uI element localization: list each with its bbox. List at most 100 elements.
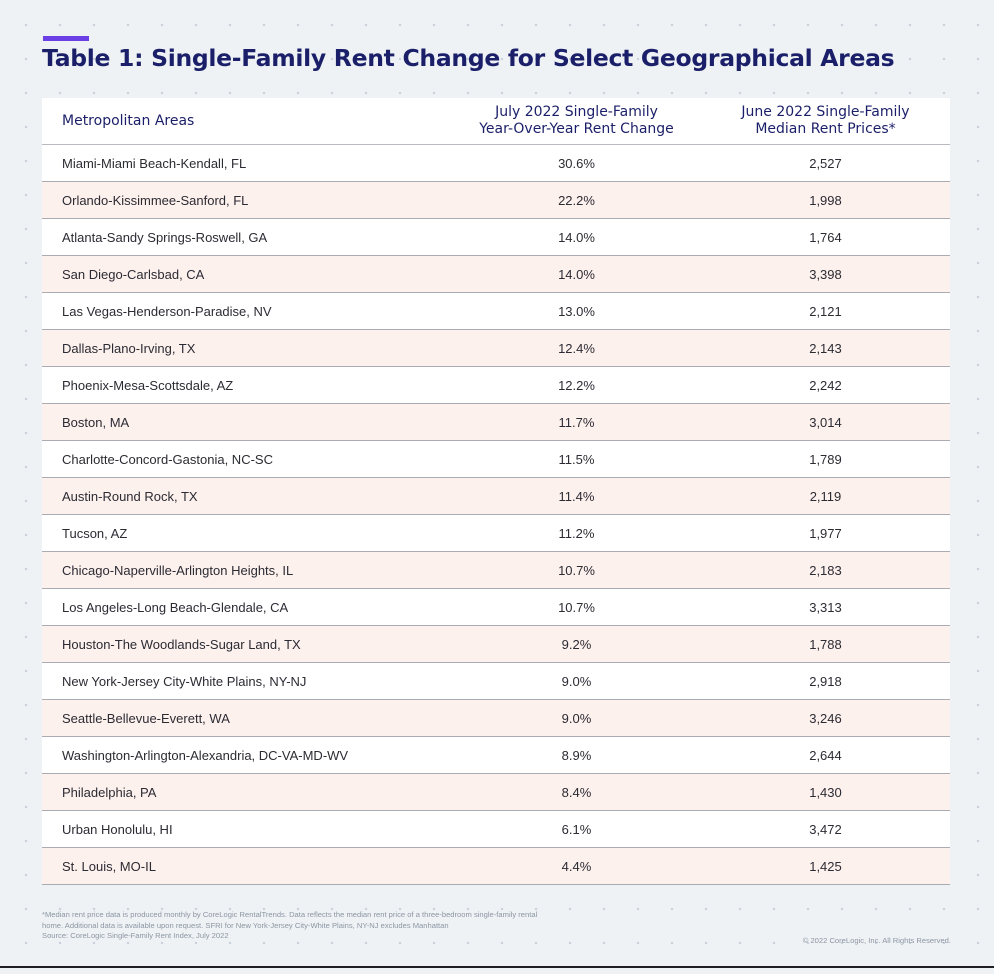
- cell-rent-change: 14.0%: [452, 255, 701, 293]
- bottom-rule: [0, 966, 994, 968]
- table-row: St. Louis, MO-IL 4.4% 1,425: [42, 847, 950, 885]
- cell-rent-change: 10.7%: [452, 551, 701, 589]
- cell-median-rent: 1,977: [701, 514, 950, 552]
- cell-area: Dallas-Plano-Irving, TX: [42, 329, 452, 367]
- cell-area: Phoenix-Mesa-Scottsdale, AZ: [42, 366, 452, 404]
- page-title: Table 1: Single-Family Rent Change for S…: [42, 44, 895, 72]
- cell-rent-change: 12.4%: [452, 329, 701, 367]
- table-row: New York-Jersey City-White Plains, NY-NJ…: [42, 662, 950, 700]
- column-header-area: Metropolitan Areas: [42, 98, 452, 145]
- table-row: Los Angeles-Long Beach-Glendale, CA 10.7%…: [42, 588, 950, 626]
- cell-rent-change: 11.5%: [452, 440, 701, 478]
- cell-area: Charlotte-Concord-Gastonia, NC-SC: [42, 440, 452, 478]
- cell-median-rent: 1,789: [701, 440, 950, 478]
- cell-area: San Diego-Carlsbad, CA: [42, 255, 452, 293]
- column-header-line: June 2022 Single-Family: [741, 104, 910, 120]
- cell-median-rent: 2,918: [701, 662, 950, 700]
- table-row: Washington-Arlington-Alexandria, DC-VA-M…: [42, 736, 950, 774]
- footnote-line: *Median rent price data is produced mont…: [42, 910, 538, 919]
- table-row: Austin-Round Rock, TX 11.4% 2,119: [42, 477, 950, 515]
- column-header-rent-change: July 2022 Single-Family Year-Over-Year Re…: [452, 98, 701, 145]
- cell-area: Austin-Round Rock, TX: [42, 477, 452, 515]
- cell-median-rent: 1,788: [701, 625, 950, 663]
- table-header-row: Metropolitan Areas July 2022 Single-Fami…: [42, 98, 950, 145]
- footnote-line: home. Additional data is available upon …: [42, 920, 449, 930]
- cell-area: Orlando-Kissimmee-Sanford, FL: [42, 181, 452, 219]
- table-row: Seattle-Bellevue-Everett, WA 9.0% 3,246: [42, 699, 950, 737]
- title-accent-bar: [43, 36, 89, 41]
- cell-rent-change: 22.2%: [452, 181, 701, 219]
- cell-median-rent: 2,644: [701, 736, 950, 774]
- cell-area: Houston-The Woodlands-Sugar Land, TX: [42, 625, 452, 663]
- cell-median-rent: 2,527: [701, 144, 950, 182]
- copyright: © 2022 CoreLogic, Inc. All Rights Reserv…: [802, 936, 951, 945]
- rent-table: Metropolitan Areas July 2022 Single-Fami…: [42, 98, 950, 885]
- cell-area: Atlanta-Sandy Springs-Roswell, GA: [42, 218, 452, 256]
- cell-rent-change: 11.7%: [452, 403, 701, 441]
- table-row: Miami-Miami Beach-Kendall, FL 30.6% 2,527: [42, 144, 950, 182]
- cell-rent-change: 6.1%: [452, 810, 701, 848]
- source-line: Source: CoreLogic Single-Family Rent Ind…: [42, 931, 229, 940]
- table-row: Dallas-Plano-Irving, TX 12.4% 2,143: [42, 329, 950, 367]
- table-row: Tucson, AZ 11.2% 1,977: [42, 514, 950, 552]
- cell-area: New York-Jersey City-White Plains, NY-NJ: [42, 662, 452, 700]
- table-row: San Diego-Carlsbad, CA 14.0% 3,398: [42, 255, 950, 293]
- cell-area: Philadelphia, PA: [42, 773, 452, 811]
- cell-median-rent: 2,119: [701, 477, 950, 515]
- cell-rent-change: 14.0%: [452, 218, 701, 256]
- cell-median-rent: 2,183: [701, 551, 950, 589]
- cell-area: Chicago-Naperville-Arlington Heights, IL: [42, 551, 452, 589]
- table-row: Charlotte-Concord-Gastonia, NC-SC 11.5% 1,…: [42, 440, 950, 478]
- cell-median-rent: 2,121: [701, 292, 950, 330]
- column-header-line: July 2022 Single-Family: [495, 104, 658, 120]
- cell-area: Washington-Arlington-Alexandria, DC-VA-M…: [42, 736, 452, 774]
- column-header-line: Metropolitan Areas: [62, 112, 195, 129]
- cell-median-rent: 1,430: [701, 773, 950, 811]
- cell-area: Boston, MA: [42, 403, 452, 441]
- rent-table-card: Metropolitan Areas July 2022 Single-Fami…: [42, 98, 950, 885]
- cell-median-rent: 3,014: [701, 403, 950, 441]
- cell-rent-change: 30.6%: [452, 144, 701, 182]
- cell-median-rent: 1,998: [701, 181, 950, 219]
- cell-area: St. Louis, MO-IL: [42, 847, 452, 885]
- table-row: Chicago-Naperville-Arlington Heights, IL…: [42, 551, 950, 589]
- table-row: Houston-The Woodlands-Sugar Land, TX 9.2%…: [42, 625, 950, 663]
- cell-rent-change: 13.0%: [452, 292, 701, 330]
- cell-rent-change: 9.0%: [452, 662, 701, 700]
- cell-median-rent: 3,246: [701, 699, 950, 737]
- table-row: Urban Honolulu, HI 6.1% 3,472: [42, 810, 950, 848]
- cell-area: Urban Honolulu, HI: [42, 810, 452, 848]
- cell-area: Tucson, AZ: [42, 514, 452, 552]
- cell-rent-change: 4.4%: [452, 847, 701, 885]
- cell-median-rent: 3,398: [701, 255, 950, 293]
- cell-rent-change: 11.2%: [452, 514, 701, 552]
- table-row: Phoenix-Mesa-Scottsdale, AZ 12.2% 2,242: [42, 366, 950, 404]
- cell-area: Miami-Miami Beach-Kendall, FL: [42, 144, 452, 182]
- column-header-line: Median Rent Prices*: [755, 121, 896, 137]
- cell-rent-change: 9.0%: [452, 699, 701, 737]
- table-row: Philadelphia, PA 8.4% 1,430: [42, 773, 950, 811]
- cell-median-rent: 1,425: [701, 847, 950, 885]
- cell-rent-change: 8.9%: [452, 736, 701, 774]
- cell-median-rent: 2,143: [701, 329, 950, 367]
- table-row: Boston, MA 11.7% 3,014: [42, 403, 950, 441]
- cell-median-rent: 1,764: [701, 218, 950, 256]
- cell-rent-change: 8.4%: [452, 773, 701, 811]
- table-row: Orlando-Kissimmee-Sanford, FL 22.2% 1,998: [42, 181, 950, 219]
- cell-median-rent: 3,313: [701, 588, 950, 626]
- cell-area: Las Vegas-Henderson-Paradise, NV: [42, 292, 452, 330]
- footnote: *Median rent price data is produced mont…: [42, 910, 537, 942]
- cell-median-rent: 2,242: [701, 366, 950, 404]
- cell-rent-change: 9.2%: [452, 625, 701, 663]
- table-row: Atlanta-Sandy Springs-Roswell, GA 14.0% 1,…: [42, 218, 950, 256]
- column-header-median-rent: June 2022 Single-Family Median Rent Price…: [701, 98, 950, 145]
- table-body: Miami-Miami Beach-Kendall, FL 30.6% 2,527 O…: [42, 144, 950, 885]
- cell-median-rent: 3,472: [701, 810, 950, 848]
- cell-rent-change: 11.4%: [452, 477, 701, 515]
- cell-area: Los Angeles-Long Beach-Glendale, CA: [42, 588, 452, 626]
- cell-rent-change: 10.7%: [452, 588, 701, 626]
- cell-rent-change: 12.2%: [452, 366, 701, 404]
- cell-area: Seattle-Bellevue-Everett, WA: [42, 699, 452, 737]
- column-header-line: Year-Over-Year Rent Change: [479, 121, 674, 137]
- table-row: Las Vegas-Henderson-Paradise, NV 13.0% 2,1…: [42, 292, 950, 330]
